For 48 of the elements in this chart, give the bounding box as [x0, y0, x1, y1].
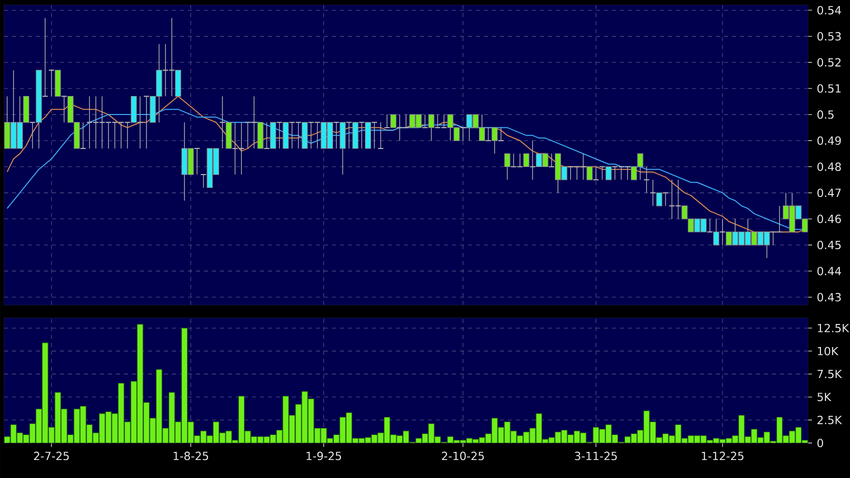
candlestick: [136, 96, 144, 149]
candlestick: [529, 140, 536, 180]
candlestick: [60, 96, 68, 123]
y-tick-label: 0.44: [817, 266, 842, 276]
candlestick: [358, 122, 365, 149]
x-tick-label: 1-8-25: [174, 452, 208, 460]
candlestick: [333, 122, 340, 149]
candlestick: [643, 166, 650, 194]
candlestick: [80, 122, 86, 149]
y-tick-label: 0.49: [817, 136, 841, 145]
candlestick: [194, 148, 200, 175]
candlestick: [599, 166, 606, 180]
y-tick-label: 0.46: [817, 214, 841, 224]
x-tick-label: 1-9-25: [306, 452, 342, 460]
candlestick: [592, 166, 600, 180]
candlestick: [42, 18, 48, 97]
candlestick: [606, 166, 612, 180]
y-tick-label: 0.43: [817, 292, 841, 302]
candlestick: [485, 127, 492, 142]
y-tick-label: 0.52: [817, 58, 841, 67]
candlestick: [548, 153, 555, 168]
x-tick-label: 2-7-25: [34, 452, 69, 460]
x-tick-label: 2-10-25: [442, 452, 484, 460]
y-tick-label: 0: [817, 438, 824, 448]
y-tick-label: 0.45: [817, 240, 841, 250]
y-tick-label: 12.5K: [818, 324, 850, 332]
y-tick-label: 7.5K: [818, 370, 842, 378]
candlestick: [706, 218, 714, 232]
y-tick-label: 10K: [818, 346, 839, 356]
candlestick: [523, 153, 530, 168]
y-tick-label: 5K: [818, 392, 832, 402]
candlestick: [656, 192, 662, 206]
y-tick-label: 0.47: [817, 188, 841, 198]
candlestick: [276, 122, 283, 149]
x-tick-label: 3-11-25: [574, 452, 617, 460]
y-tick-label: 2.5K: [818, 416, 842, 424]
y-tick-label: 0.48: [817, 162, 841, 171]
x-tick-label: 1-12-25: [702, 452, 744, 460]
candlestick: [586, 166, 593, 180]
candlestick: [650, 179, 656, 206]
y-tick-label: 0.51: [817, 84, 841, 93]
candlestick: [377, 122, 384, 149]
candlestick: [390, 114, 396, 128]
y-tick-label: 0.53: [817, 32, 841, 41]
y-tick-label: 0.54: [817, 6, 842, 14]
y-tick-label: 0.5: [817, 110, 834, 119]
candlestick: [264, 122, 270, 149]
candlestick: [371, 122, 378, 149]
